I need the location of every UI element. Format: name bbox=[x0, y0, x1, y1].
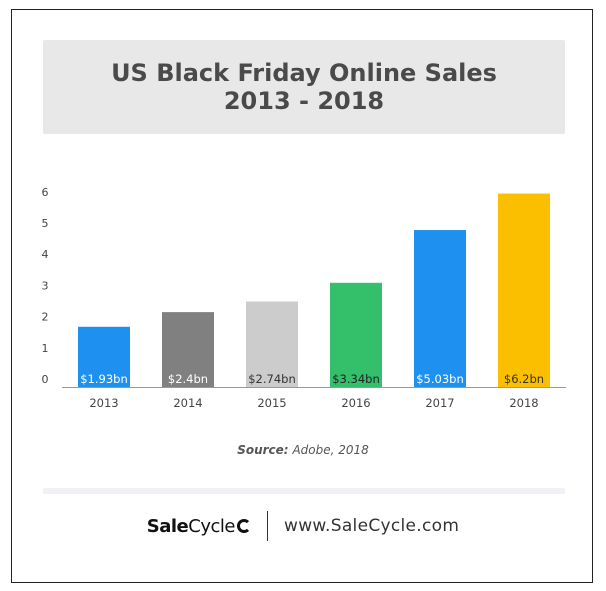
x-tick-label: 2013 bbox=[89, 396, 118, 410]
x-tick-label: 2016 bbox=[341, 396, 370, 410]
bar-data-label: $3.34bn bbox=[332, 372, 380, 386]
logo-cycle-text: Cycle bbox=[188, 515, 235, 537]
bar bbox=[162, 312, 214, 387]
bar-data-label: $2.4bn bbox=[168, 372, 208, 386]
footer-divider bbox=[43, 488, 565, 494]
footer: Sale Cycle www.SaleCycle.com bbox=[0, 508, 606, 544]
bar bbox=[414, 230, 466, 387]
y-tick-label: 2 bbox=[42, 311, 49, 324]
bar bbox=[78, 326, 130, 387]
bar bbox=[330, 282, 382, 387]
bar-data-label: $6.2bn bbox=[504, 372, 544, 386]
x-tick-label: 2015 bbox=[257, 396, 286, 410]
y-tick-label: 4 bbox=[42, 248, 49, 261]
y-tick-label: 5 bbox=[42, 217, 49, 230]
chart-title-line2: 2013 - 2018 bbox=[223, 87, 385, 115]
logo-sale-text: Sale bbox=[146, 515, 189, 537]
x-tick-label: 2018 bbox=[509, 396, 538, 410]
source-label: Source: bbox=[237, 443, 289, 457]
bar bbox=[498, 193, 550, 387]
y-tick-label: 6 bbox=[42, 186, 49, 199]
x-tick-label: 2017 bbox=[425, 396, 454, 410]
chart-title-line1: US Black Friday Online Sales bbox=[111, 59, 497, 87]
bar-data-label: $5.03bn bbox=[416, 372, 464, 386]
bar-data-label: $1.93bn bbox=[80, 372, 128, 386]
x-tick-label: 2014 bbox=[173, 396, 202, 410]
title-banner: US Black Friday Online Sales 2013 - 2018 bbox=[43, 40, 565, 134]
y-tick-label: 0 bbox=[42, 373, 49, 386]
salecycle-logo: Sale Cycle bbox=[147, 516, 251, 537]
source-text: Adobe, 2018 bbox=[292, 443, 369, 457]
y-tick-label: 3 bbox=[42, 279, 49, 292]
cycle-ring-icon bbox=[236, 519, 251, 533]
y-tick-label: 1 bbox=[42, 342, 49, 355]
bar-data-label: $2.74bn bbox=[248, 372, 296, 386]
bar bbox=[246, 301, 298, 387]
website-link[interactable]: www.SaleCycle.com bbox=[283, 516, 460, 536]
footer-separator bbox=[266, 511, 268, 541]
source-note: Source: Adobe, 2018 bbox=[0, 443, 606, 457]
